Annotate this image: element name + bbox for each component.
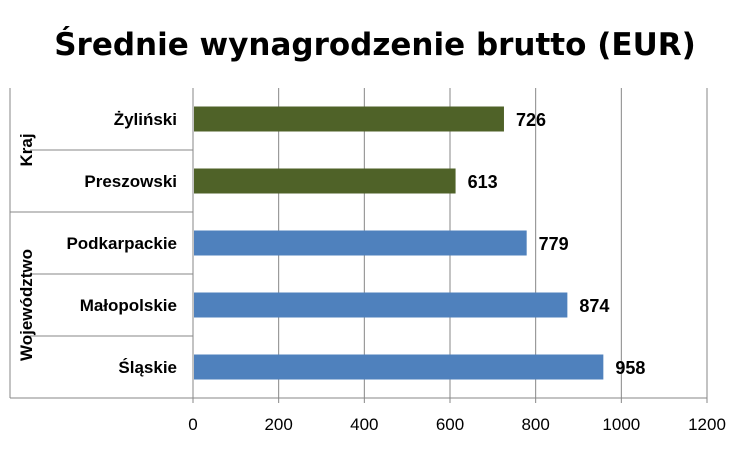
labels: 0 200 400 600 800 1000 1200 Kraj Województwo Żyli… (17, 110, 726, 434)
category-label: Żyliński (114, 110, 177, 129)
x-tick-label: 0 (188, 415, 197, 434)
data-label: 613 (468, 172, 498, 192)
bar (194, 106, 504, 132)
x-tick-label: 400 (350, 415, 378, 434)
x-tick-label: 1200 (688, 415, 726, 434)
category-label: Podkarpackie (66, 234, 177, 253)
data-label: 779 (539, 234, 569, 254)
data-label: 958 (615, 358, 645, 378)
x-tick-label: 200 (264, 415, 292, 434)
category-label: Śląskie (118, 358, 177, 377)
chart-title: Średnie wynagrodzenie brutto (EUR) (54, 26, 696, 63)
data-label: 726 (516, 110, 546, 130)
x-tick-label: 1000 (602, 415, 640, 434)
category-label: Preszowski (84, 172, 177, 191)
bar (194, 354, 604, 380)
data-label: 874 (579, 296, 609, 316)
bars (194, 106, 604, 380)
group-label: Województwo (17, 249, 36, 361)
bar (194, 292, 568, 318)
bar (194, 168, 456, 194)
axes (9, 88, 708, 403)
x-tick-label: 600 (436, 415, 464, 434)
bar (194, 230, 527, 256)
x-tick-label: 800 (521, 415, 549, 434)
group-label: Kraj (17, 133, 36, 166)
category-label: Małopolskie (80, 296, 177, 315)
